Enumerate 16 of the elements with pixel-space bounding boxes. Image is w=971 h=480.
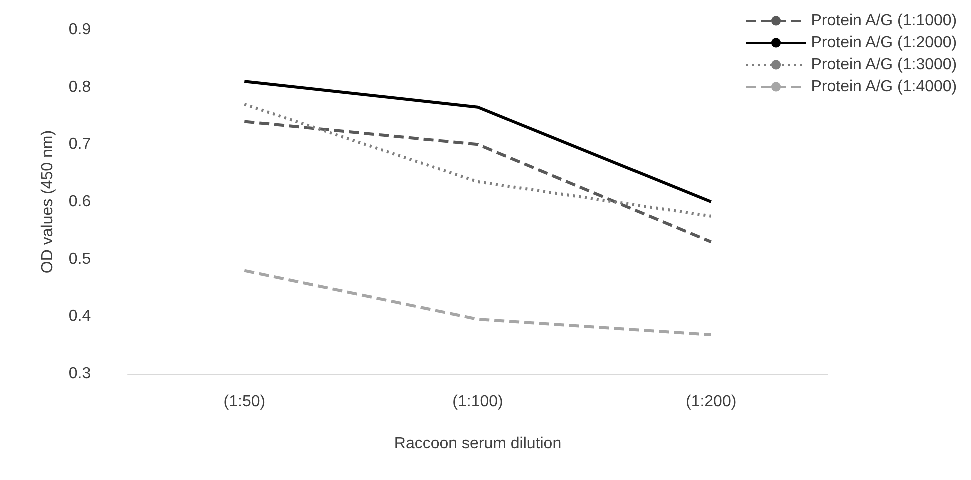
y-tick-label: 0.3: [68, 366, 92, 382]
legend-label: Protein A/G (1:4000): [811, 78, 958, 96]
x-axis-title: Raccoon serum dilution: [394, 436, 562, 452]
legend-label: Protein A/G (1:3000): [811, 56, 958, 74]
x-tick-label: (1:50): [224, 394, 266, 410]
legend-label: Protein A/G (1:2000): [811, 34, 958, 52]
legend-label: Protein A/G (1:1000): [811, 12, 958, 30]
y-tick-label: 0.6: [68, 194, 92, 210]
y-tick-label: 0.4: [68, 308, 92, 326]
y-axis-title: OD values (450 nm): [40, 130, 56, 274]
y-tick-label: 0.7: [68, 136, 92, 154]
y-tick-label: 0.5: [68, 250, 92, 268]
x-tick-label: (1:100): [452, 394, 504, 410]
x-tick-label: (1:200): [686, 394, 737, 410]
y-tick-label: 0.8: [68, 78, 92, 96]
y-tick-label: 0.9: [68, 22, 92, 38]
